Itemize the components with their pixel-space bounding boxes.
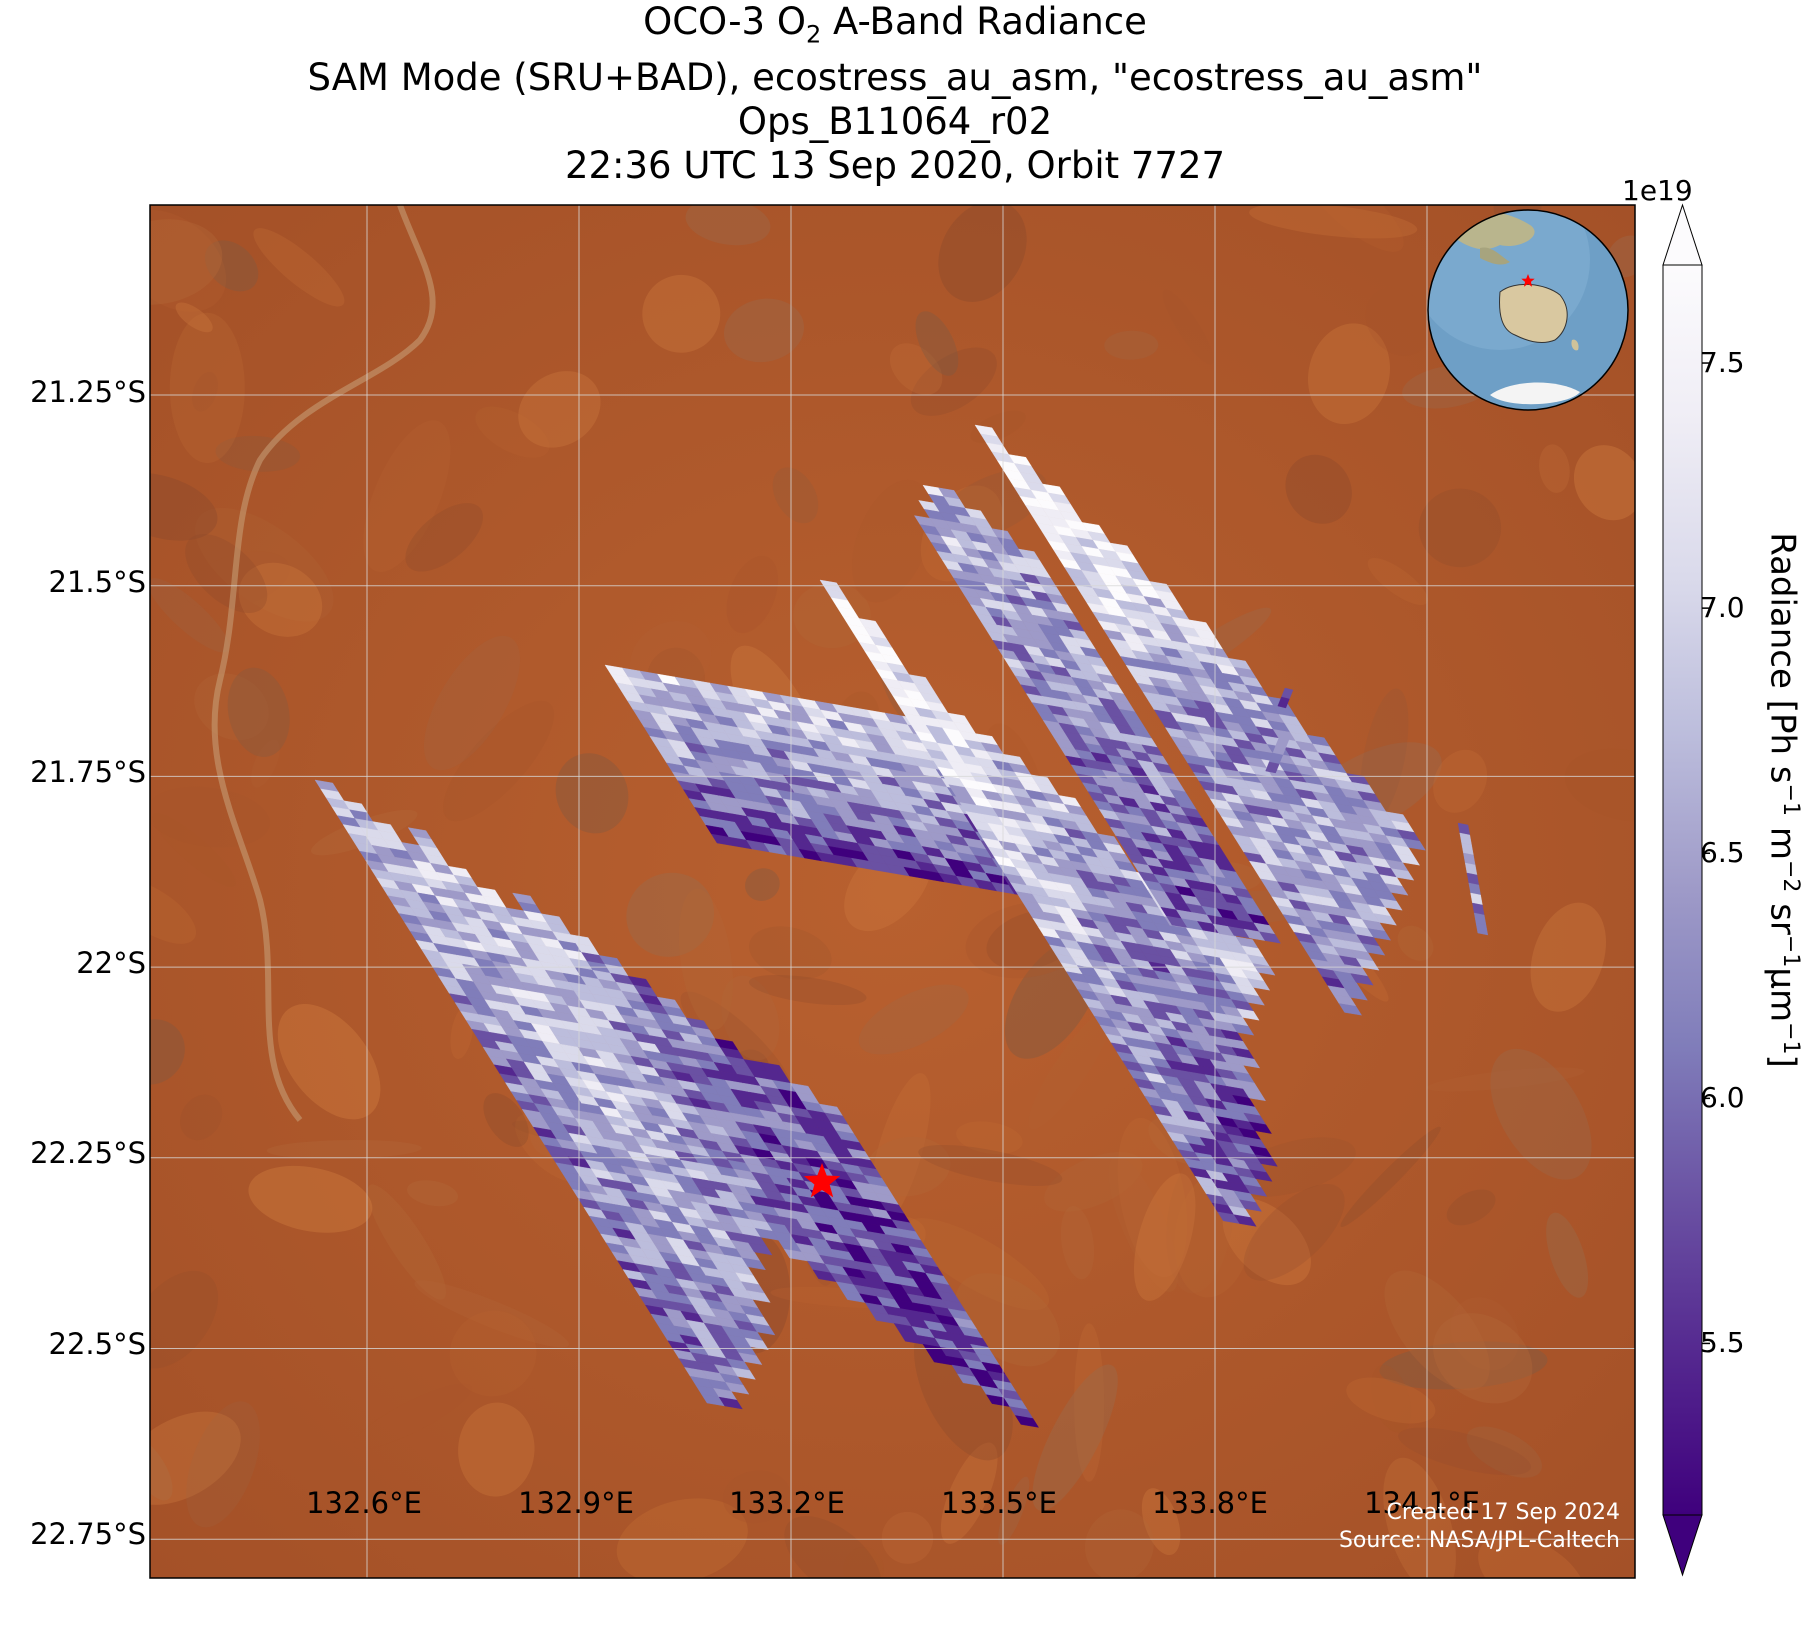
source-credit: Source: NASA/JPL-Caltech: [1338, 1528, 1620, 1553]
lon-label: 132.9°E: [518, 1486, 634, 1520]
inset-globe: [1427, 209, 1629, 411]
colorbar-tick-label: 7.0: [1700, 591, 1745, 625]
lon-label: 132.6°E: [306, 1486, 422, 1520]
lat-label: 21.25°S: [30, 375, 146, 409]
satellite-basemap: [150, 205, 1635, 1578]
graticule: [150, 205, 1635, 1578]
colorbar-tick-label: 6.5: [1700, 836, 1745, 870]
radiance-swaths: [314, 424, 1489, 1428]
title-line-3: Ops_B11064_r02: [737, 100, 1053, 144]
target-star-icon: [803, 1163, 841, 1198]
antarctica-landmass: [1490, 382, 1580, 405]
title-line-4: 22:36 UTC 13 Sep 2020, Orbit 7727: [564, 144, 1226, 188]
lat-label: 21.75°S: [30, 755, 146, 789]
lon-label: 133.5°E: [941, 1486, 1057, 1520]
globe-target-star-icon: [1521, 274, 1535, 287]
lon-label: 133.8°E: [1152, 1486, 1268, 1520]
map-frame: [149, 204, 1636, 1579]
colorbar-tick-label: 5.5: [1700, 1326, 1745, 1360]
colorbar-tick-label: 7.5: [1700, 346, 1745, 380]
lat-label: 22.75°S: [30, 1517, 146, 1551]
australia-landmass: [1499, 283, 1568, 343]
indonesia-landmass: [1480, 247, 1510, 265]
colorbar-tick-label: 6.0: [1700, 1081, 1745, 1115]
colorbar-exponent: 1e19: [1622, 174, 1693, 207]
lat-label: 22°S: [76, 946, 146, 980]
created-date: Created 17 Sep 2024: [1386, 1500, 1621, 1525]
lon-label: 134.1°E: [1364, 1486, 1480, 1520]
lon-label: 133.2°E: [729, 1486, 845, 1520]
new-zealand-landmass: [1571, 339, 1579, 351]
figure-title: OCO-3 O2 A-Band Radiance SAM Mode (SRU+B…: [0, 0, 1790, 188]
colorbar-label: Radiance [Ph s−1 m−2 sr−1μm−1]: [1762, 532, 1803, 1068]
lat-label: 22.5°S: [48, 1327, 146, 1361]
lat-label: 21.5°S: [48, 565, 146, 599]
colorbar: [1662, 203, 1710, 1577]
title-line-1: OCO-3 O2 A-Band Radiance: [643, 0, 1147, 49]
lat-label: 22.25°S: [30, 1136, 146, 1170]
title-line-2: SAM Mode (SRU+BAD), ecostress_au_asm, "e…: [307, 56, 1483, 100]
